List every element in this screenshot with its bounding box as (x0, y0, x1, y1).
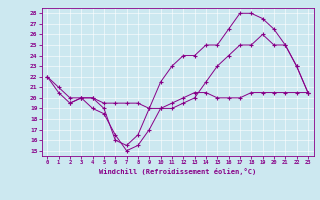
X-axis label: Windchill (Refroidissement éolien,°C): Windchill (Refroidissement éolien,°C) (99, 168, 256, 175)
